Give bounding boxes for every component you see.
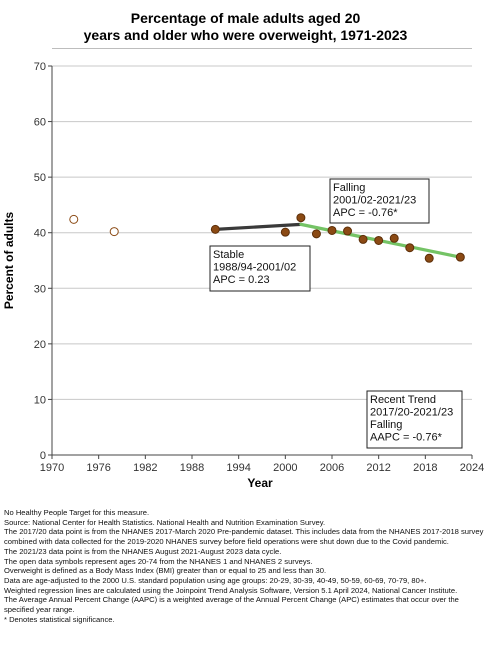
annotation-box [329,178,430,224]
data-point [358,234,368,244]
annotation-line: 2017/20-2021/23 [370,407,453,419]
annotation-line: 2001/02-2021/23 [333,195,416,207]
y-axis-label: Percent of adults [2,212,16,310]
x-tick-label: 1994 [226,462,250,474]
annotation-line: AAPC = -0.76* [370,432,443,444]
data-point [280,227,290,237]
y-tick-label: 40 [34,228,46,240]
x-tick-label: 1988 [180,462,204,474]
annotation-line: Falling [370,419,402,431]
chart-title: Percentage of male adults aged 20 years … [0,10,491,44]
trend-line-1 [213,222,303,231]
annotation-line: APC = 0.23 [213,274,270,286]
data-point [296,213,306,223]
chart-title-line-2: years and older who were overweight, 197… [83,27,408,43]
x-tick-label: 2006 [320,462,344,474]
x-tick-label: 1982 [133,462,157,474]
footnote-5: The open data symbols represent ages 20-… [4,556,313,566]
x-tick-label: 2012 [366,462,390,474]
footnote-6: Overweight is defined as a Body Mass Ind… [4,566,327,576]
footnotes: No Healthy People Target for this measur… [4,508,488,624]
annotation-box [209,245,311,292]
footnote-3: The 2017/20 data point is from the NHANE… [4,527,484,547]
data-point-open [109,227,119,237]
x-tick-label: 1976 [86,462,110,474]
footnote-2: Source: National Center for Health Stati… [4,517,326,527]
data-point [405,243,415,253]
y-tick-label: 30 [34,283,46,295]
data-point-open [69,214,79,224]
x-tick-label: 2000 [273,462,297,474]
y-tick-label: 20 [34,339,46,351]
footnote-4: The 2021/23 data point is from the NHANE… [4,546,282,556]
chart-title-line-1: Percentage of male adults aged 20 [130,10,361,26]
y-tick-label: 70 [34,61,46,73]
annotation-line: Recent Trend [370,394,436,406]
footnote-9: The Average Annual Percent Change (AAPC)… [4,595,459,615]
data-point [389,233,399,243]
x-axis-label: Year [247,476,273,490]
y-tick-label: 10 [34,394,46,406]
annotation-line: APC = -0.76* [333,207,398,219]
data-point [455,252,465,262]
data-point [311,229,321,239]
footnote-10: * Denotes statistical significance. [4,614,115,624]
y-tick-label: 60 [34,117,46,129]
annotation-line: Stable [213,249,244,261]
annotation-box [366,390,463,449]
footnote-7: Data are age-adjusted to the 2000 U.S. s… [4,575,427,585]
y-tick-label: 0 [40,450,46,462]
data-point [424,253,434,263]
data-point [374,235,384,245]
y-tick-label: 50 [34,172,46,184]
x-tick-label: 1970 [40,462,64,474]
data-point [327,225,337,235]
data-point [343,226,353,236]
x-tick-label: 2018 [413,462,437,474]
footnote-1: No Healthy People Target for this measur… [4,508,150,517]
x-tick-label: 2024 [460,462,484,474]
annotation-line: 1988/94-2001/02 [213,262,296,274]
footnote-8: Weighted regression lines are calculated… [4,585,458,595]
title-divider [52,48,472,49]
annotation-line: Falling [333,182,365,194]
data-point [210,224,220,234]
chart-svg: 0 10 20 30 40 50 60 70 1970 1976 1982 1988 1994 2000 2… [2,61,484,490]
